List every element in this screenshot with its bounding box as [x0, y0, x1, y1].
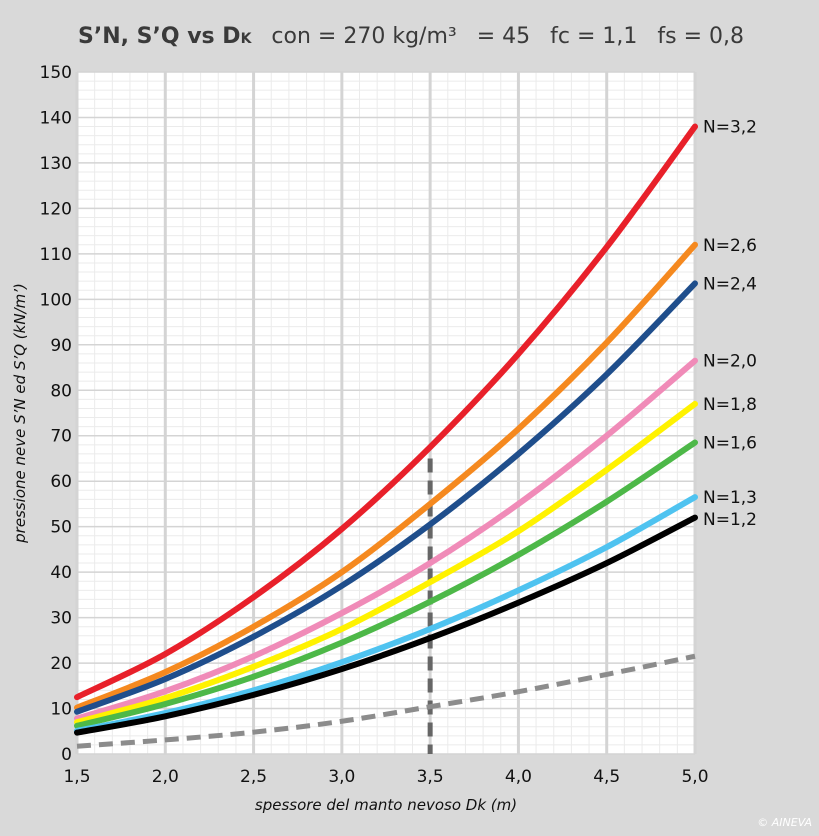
x-tick-label: 5,0	[681, 767, 708, 787]
y-tick-label: 40	[50, 563, 72, 583]
y-axis-title: pressione neve S’N ed S’Q (kN/m’)	[11, 283, 29, 544]
tick-labels: 1,5 2,0 2,5 3,0 3,5 4,0 4,5 5,0 0 10 20 30 40 50 60 70 8…	[40, 63, 709, 787]
y-tick-label: 10	[50, 700, 72, 720]
series-line-N=1,2	[74, 514, 698, 736]
y-tick-label: 30	[50, 609, 72, 629]
title-part1-sub: K	[240, 31, 252, 47]
plot-area	[77, 72, 695, 754]
x-tick-label: 4,0	[505, 767, 532, 787]
y-tick-label: 80	[50, 381, 72, 401]
credit-text: © AINEVA	[757, 816, 812, 829]
y-tick-label: 90	[50, 336, 72, 356]
series-line-N=3,2	[74, 123, 698, 701]
x-tick-label: 4,5	[593, 767, 620, 787]
curve-labels: N=3,2 N=2,6 N=2,4 N=2,0 N=1,8 N=1,6 N=1,3N=1,2	[703, 118, 757, 531]
y-tick-label: 120	[40, 199, 72, 219]
curve-label-N=1,8: N=1,8	[703, 395, 757, 415]
x-tick-label: 2,5	[240, 767, 267, 787]
series-line-N=1,3	[74, 494, 698, 734]
title-part2: con = 270 kg/m³	[271, 24, 457, 49]
x-axis-title: spessore del manto nevoso Dk (m)	[255, 796, 517, 814]
x-tick-label: 3,0	[328, 767, 355, 787]
curve-label-N=3,2: N=3,2	[703, 118, 757, 138]
title-part3: = 45	[476, 24, 531, 49]
curve-label-N=2,4: N=2,4	[703, 274, 757, 294]
x-tick-label: 2,0	[152, 767, 179, 787]
series-line-N=2,6	[74, 241, 698, 711]
x-tick-label: 1,5	[63, 767, 90, 787]
curve-label-N=1,3: N=1,3	[703, 488, 757, 508]
y-tick-label: 100	[40, 290, 72, 310]
title-part1: S’N, S’Q vs D	[78, 24, 241, 49]
y-tick-label: 130	[40, 154, 72, 174]
x-tick-label: 3,5	[417, 767, 444, 787]
title-part4: fc = 1,1	[550, 24, 638, 49]
curve-label-N=2,6: N=2,6	[703, 236, 757, 256]
y-tick-label: 150	[40, 63, 72, 83]
y-tick-label: 70	[50, 427, 72, 447]
curve-label-N=2,0: N=2,0	[703, 352, 757, 372]
y-tick-label: 0	[61, 745, 72, 765]
y-tick-label: 110	[40, 245, 72, 265]
series-line-N=1,6	[74, 439, 698, 729]
series-layer	[74, 123, 698, 749]
series-line-N=2,4	[74, 280, 698, 715]
series-line-N=2,0	[74, 357, 698, 722]
y-tick-label: 60	[50, 472, 72, 492]
series-line-N=1,8	[74, 400, 698, 726]
title-part5: fs = 0,8	[657, 24, 744, 49]
curve-label-N=1,6: N=1,6	[703, 434, 757, 454]
curve-label-N=1,2: N=1,2	[703, 510, 757, 530]
y-tick-label: 50	[50, 518, 72, 538]
grid	[75, 71, 697, 755]
series-dashed-line	[76, 653, 696, 749]
y-tick-label: 20	[50, 654, 72, 674]
y-tick-label: 140	[40, 108, 72, 128]
